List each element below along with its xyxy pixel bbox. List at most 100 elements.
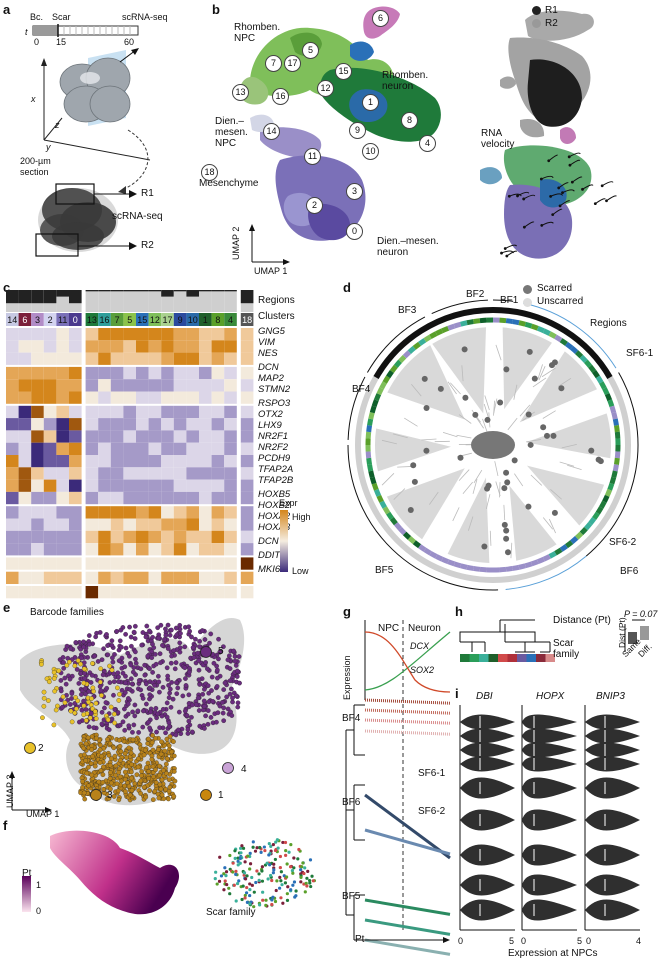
e-cell-family3 bbox=[166, 743, 172, 749]
e-cell-family3 bbox=[88, 761, 94, 766]
f-scar-cell bbox=[286, 885, 290, 889]
d-scarred-node bbox=[437, 385, 444, 392]
e-cell-family3 bbox=[115, 788, 121, 794]
e-cell-family3 bbox=[138, 778, 144, 784]
e-cell-family3 bbox=[89, 772, 95, 778]
e-cell-family3 bbox=[80, 785, 85, 790]
e-cell-family5 bbox=[203, 660, 208, 665]
c-heat-cell bbox=[6, 571, 19, 584]
f-scar-cell bbox=[311, 879, 315, 883]
c-heat-cell bbox=[98, 467, 111, 480]
c-heat-cell bbox=[85, 543, 99, 556]
e-cell-family3 bbox=[89, 734, 95, 739]
d-scarred-node bbox=[501, 521, 508, 528]
e-cell-family5 bbox=[133, 649, 138, 655]
e-cell-family5 bbox=[152, 683, 157, 688]
f-scar-cell bbox=[232, 883, 236, 887]
f-scar-cell bbox=[245, 885, 249, 890]
e-cell-family5 bbox=[205, 666, 210, 672]
d-cluster-ring-seg bbox=[402, 531, 412, 540]
c-region-bar bbox=[186, 290, 199, 297]
c-cluster-id: 6 bbox=[22, 315, 27, 325]
i-gene-dbi: DBI bbox=[476, 691, 493, 702]
c-heat-cell bbox=[148, 391, 162, 404]
c-cluster-cell bbox=[56, 313, 69, 326]
d-cluster-ring-seg bbox=[499, 566, 507, 573]
g-family-trajectory bbox=[364, 793, 451, 860]
c-heat-cell bbox=[98, 340, 111, 353]
e-cell-family3 bbox=[112, 753, 118, 759]
c-heat-cell bbox=[110, 391, 124, 404]
d-cluster-ring-seg bbox=[479, 317, 487, 324]
e-cell-family5 bbox=[127, 653, 132, 659]
d-cluster-ring-seg bbox=[607, 482, 615, 491]
c-region-bar bbox=[56, 290, 69, 297]
e-cell-family3 bbox=[159, 777, 165, 783]
c-heat-cell bbox=[6, 479, 19, 492]
e-title: Barcode families bbox=[30, 607, 104, 618]
e-cell-family5 bbox=[220, 710, 226, 716]
e-cell-family5 bbox=[99, 709, 105, 715]
c-heat-cell bbox=[18, 391, 32, 404]
e-cell-family3 bbox=[150, 733, 155, 738]
e-cell-family5 bbox=[143, 634, 149, 640]
e-cell-family3 bbox=[117, 757, 123, 763]
c-heat-cell bbox=[224, 571, 237, 584]
e-cell-family5 bbox=[197, 644, 202, 650]
e-cell-family5 bbox=[174, 691, 180, 697]
c-heat-cell bbox=[56, 442, 69, 455]
e-cell-family3 bbox=[143, 794, 149, 800]
e-cell-family5 bbox=[69, 691, 75, 696]
e-cell-family5 bbox=[148, 709, 154, 715]
a-axis-x: x bbox=[31, 94, 36, 104]
g-family-trajectory bbox=[364, 718, 451, 725]
e-cell-family5 bbox=[120, 719, 126, 725]
e-cell-family3 bbox=[156, 795, 162, 801]
e-cell-family5 bbox=[176, 727, 181, 733]
c-heat-cell bbox=[43, 518, 57, 531]
c-heat-cell bbox=[173, 571, 187, 584]
f-scar-cell bbox=[271, 871, 275, 875]
f-scar-cell bbox=[264, 898, 268, 902]
f-pt-max: 1 bbox=[36, 880, 42, 890]
c-heat-cell bbox=[148, 557, 162, 570]
d-edge bbox=[542, 517, 554, 530]
c-heat-cell bbox=[136, 379, 149, 392]
e-cell-family2 bbox=[87, 715, 93, 721]
c-cluster-cell bbox=[161, 313, 174, 326]
c-heat-cell bbox=[186, 366, 199, 380]
h-box-diff bbox=[640, 626, 649, 640]
e-cell-family3 bbox=[92, 763, 98, 769]
velocity-arrow-head bbox=[568, 163, 572, 167]
b-cluster-2: 2 bbox=[306, 197, 323, 214]
e-cell-family5 bbox=[155, 625, 161, 631]
velocity-arrow-head bbox=[540, 224, 544, 227]
d-cluster-ring-seg bbox=[429, 331, 438, 339]
c-cluster-id: 0 bbox=[73, 315, 78, 325]
c-heat-cell bbox=[211, 491, 225, 505]
c-heat-cell bbox=[186, 379, 199, 392]
e-cell-family3 bbox=[146, 776, 152, 781]
e-cell-family5 bbox=[123, 631, 128, 637]
g-expression-label: Expression bbox=[342, 655, 352, 700]
c-heat-cell bbox=[43, 352, 57, 365]
c-heat-cell bbox=[43, 543, 57, 556]
e-cell-family2 bbox=[90, 685, 96, 691]
d-edge bbox=[532, 377, 547, 388]
c-regions-label: Regions bbox=[258, 295, 295, 306]
e-cell-family3 bbox=[112, 772, 118, 778]
e-cell-family5 bbox=[164, 665, 170, 671]
i-violin bbox=[522, 844, 577, 866]
e-cell-family5 bbox=[95, 659, 101, 664]
i-violin bbox=[460, 742, 515, 758]
e-cell-family3 bbox=[109, 756, 114, 761]
c-heat-cell bbox=[186, 340, 199, 353]
g-family-trajectory bbox=[364, 708, 451, 715]
b-umap-axes bbox=[249, 224, 290, 265]
e-cell-family5 bbox=[160, 684, 166, 690]
c-heat-cell bbox=[136, 430, 149, 443]
e-cell-family5 bbox=[64, 643, 70, 649]
d-edge bbox=[429, 491, 439, 505]
c-heat-cell bbox=[186, 479, 199, 492]
e-cell-family5 bbox=[123, 645, 129, 651]
